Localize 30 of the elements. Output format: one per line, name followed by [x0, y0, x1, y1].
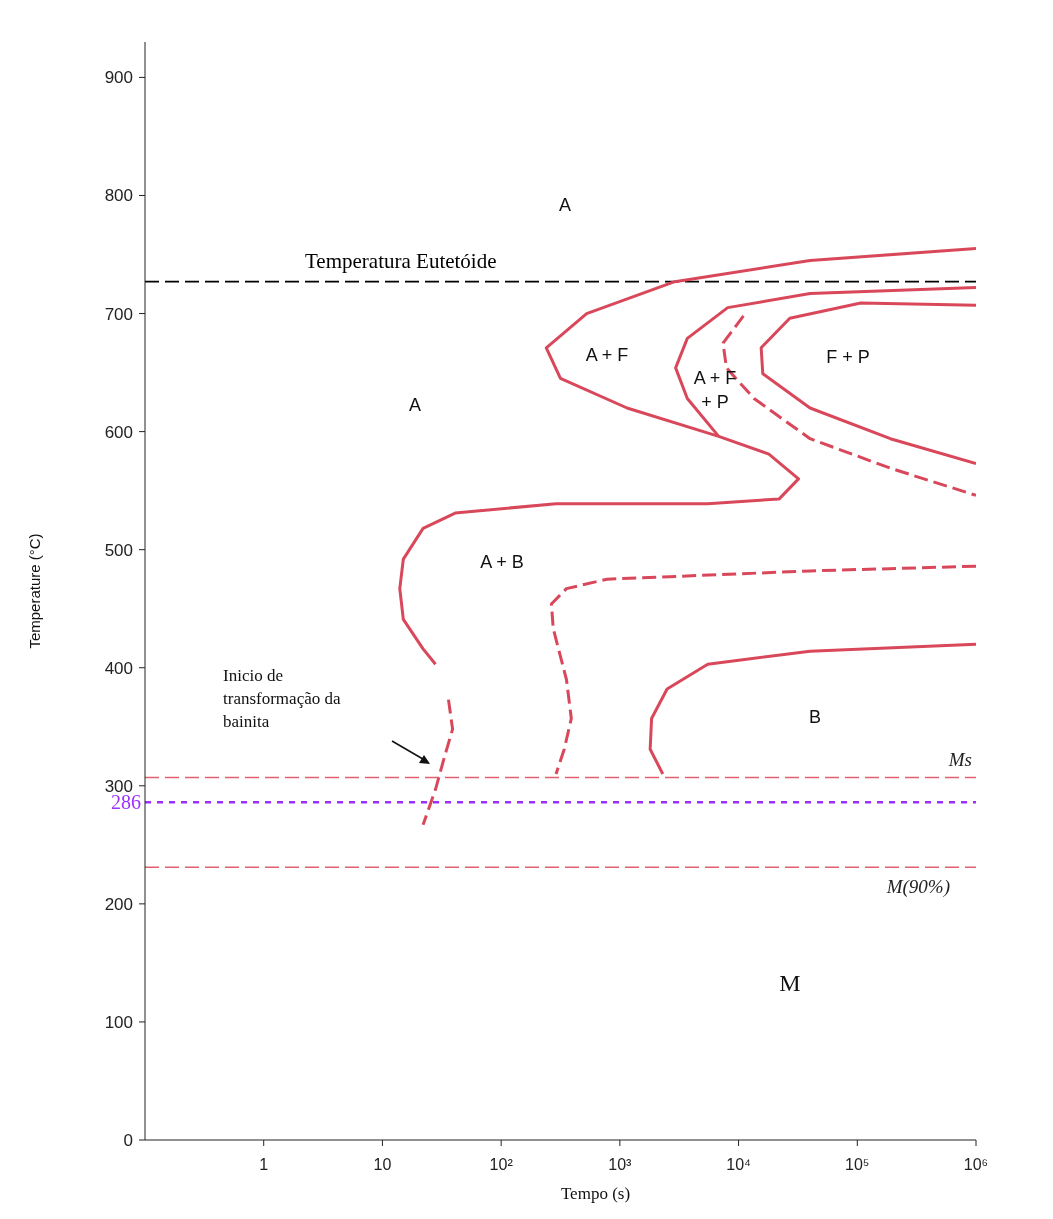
annotation: A + F — [585, 344, 629, 367]
annotation: F + P — [826, 346, 870, 369]
y-tick-label: 0 — [123, 1131, 133, 1150]
x-tick-label: 10⁵ — [845, 1156, 870, 1173]
x-tick-label: 10 — [373, 1156, 392, 1173]
annotation: A + B — [480, 551, 524, 574]
y-tick-label: 100 — [104, 1012, 133, 1032]
annotation: A + F + P — [693, 367, 737, 414]
x-tick-label: 10⁶ — [963, 1156, 989, 1173]
y-tick-label: 400 — [104, 658, 133, 678]
x-tick-label: 10⁴ — [726, 1156, 752, 1173]
x-axis-title: Tempo (s) — [560, 1184, 631, 1203]
y-tick-label: 700 — [104, 304, 133, 324]
y-axis-title: Temperature (°C) — [26, 533, 44, 649]
annotation: Inicio de transformação da bainita — [223, 665, 341, 733]
x-tick-label: 1 — [259, 1156, 269, 1173]
ref-line-label: Ms — [947, 748, 972, 770]
ref-line-label: Temperatura Eutetóide — [305, 248, 497, 273]
y-tick-label: 800 — [104, 186, 133, 206]
x-tick-label: 10³ — [608, 1156, 633, 1173]
ref-line-label: M(90%) — [885, 876, 950, 899]
y-tick-label: 200 — [104, 894, 133, 914]
x-tick-label: 10² — [489, 1156, 514, 1173]
y-tick-label: 900 — [104, 68, 133, 88]
y-tick-label: 600 — [104, 422, 133, 442]
annotation: M — [779, 970, 801, 996]
annotation: A — [558, 194, 572, 217]
y-tick-label: 500 — [104, 540, 133, 560]
annotation: A — [408, 394, 422, 417]
annotation: B — [808, 706, 822, 729]
